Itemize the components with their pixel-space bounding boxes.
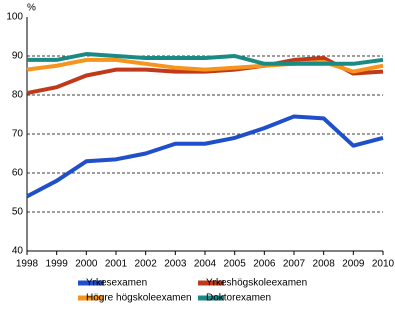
x-tick-label: 2009 bbox=[342, 259, 365, 270]
x-tick-label: 2003 bbox=[164, 259, 187, 270]
y-tick-label: 50 bbox=[12, 207, 24, 218]
x-tick-label: 2000 bbox=[75, 259, 98, 270]
x-tick-label: 2004 bbox=[194, 259, 217, 270]
y-tick-label: 80 bbox=[12, 90, 24, 101]
y-tick-label: 100 bbox=[6, 12, 23, 23]
series-line bbox=[27, 52, 384, 66]
y-tick-label: 60 bbox=[12, 168, 24, 179]
x-tick-label: 2006 bbox=[253, 259, 276, 270]
legend-label: Högre högskoleexamen bbox=[86, 293, 192, 304]
x-tick-label: 2008 bbox=[313, 259, 336, 270]
legend-label: Doktorexamen bbox=[206, 293, 271, 304]
x-tick-label: 2001 bbox=[105, 259, 128, 270]
y-tick-label: 70 bbox=[12, 129, 24, 140]
x-tick-label: 2010 bbox=[372, 259, 395, 270]
x-tick-label: 1998 bbox=[16, 259, 39, 270]
legend-label: Yrkesexamen bbox=[86, 278, 147, 289]
y-tick-label: 90 bbox=[12, 51, 24, 62]
x-tick-label: 2005 bbox=[224, 259, 247, 270]
legend-label: Yrkeshögskoleexamen bbox=[206, 278, 307, 289]
x-tick-label: 1999 bbox=[46, 259, 69, 270]
y-tick-label: 40 bbox=[12, 246, 24, 257]
series-line bbox=[26, 114, 384, 199]
x-tick-label: 2002 bbox=[135, 259, 158, 270]
y-axis-label: % bbox=[27, 3, 36, 14]
x-tick-label: 2007 bbox=[283, 259, 306, 270]
